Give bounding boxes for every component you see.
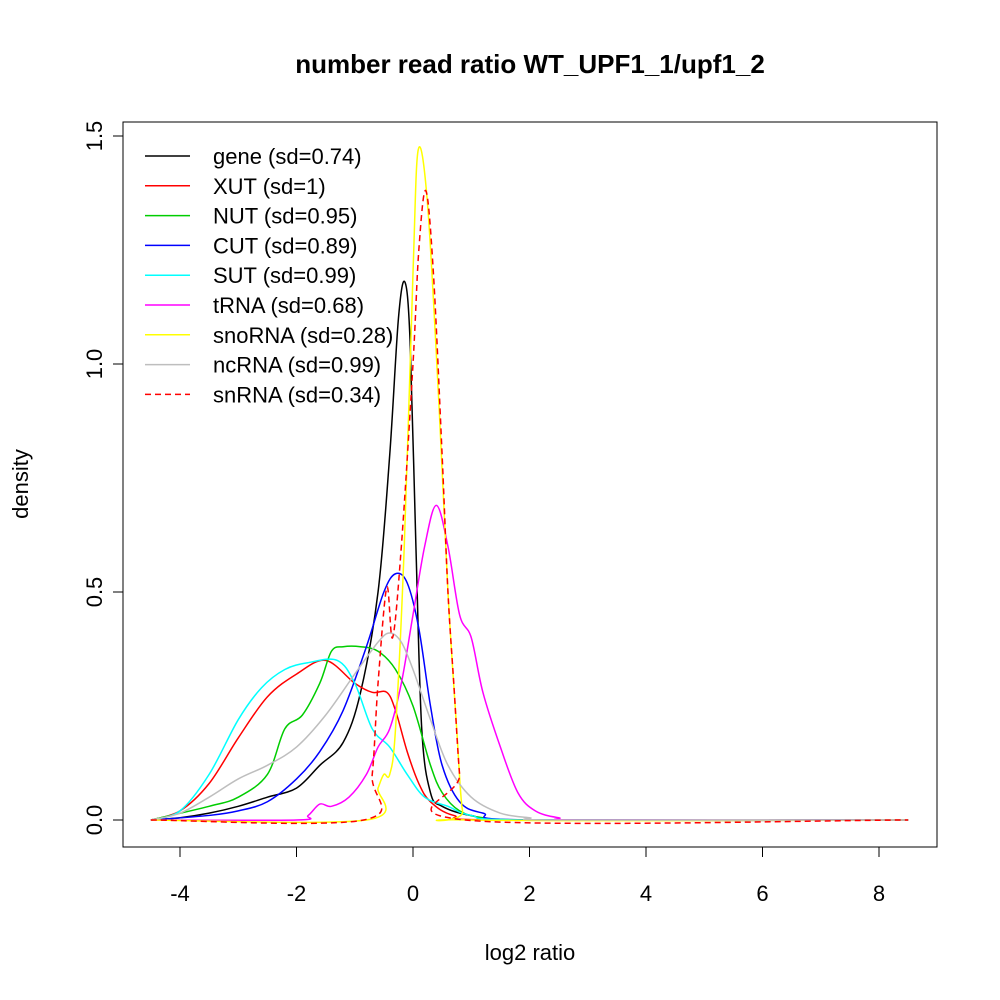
x-tick-label: -2	[287, 881, 307, 906]
x-tick-label: 4	[640, 881, 652, 906]
legend: gene (sd=0.74) XUT (sd=1) NUT (sd=0.95) CUT…	[145, 144, 393, 407]
x-tick-label: 2	[523, 881, 535, 906]
y-tick-label: 0.0	[82, 805, 107, 836]
legend-label: SUT (sd=0.99)	[213, 263, 356, 288]
y-axis-label: density	[8, 449, 33, 519]
density-curve-snorna	[150, 146, 909, 824]
x-tick-label: 8	[873, 881, 885, 906]
legend-label: ncRNA (sd=0.99)	[213, 353, 381, 378]
x-tick-label: -4	[170, 881, 190, 906]
density-curve-nut	[150, 645, 909, 821]
y-tick-label: 1.0	[82, 349, 107, 380]
y-tick-label: 1.5	[82, 121, 107, 152]
density-curves	[150, 146, 909, 825]
x-tick-label: 0	[407, 881, 419, 906]
legend-label: NUT (sd=0.95)	[213, 204, 357, 229]
density-curve-ncrna	[150, 632, 909, 821]
density-curve-snrna	[150, 189, 909, 825]
legend-label: CUT (sd=0.89)	[213, 233, 357, 258]
density-curve-trna	[150, 504, 909, 822]
density-curve-gene	[150, 280, 909, 822]
y-tick-label: 0.5	[82, 577, 107, 608]
chart-title: number read ratio WT_UPF1_1/upf1_2	[295, 49, 765, 79]
density-curve-sut	[150, 658, 909, 822]
legend-label: XUT (sd=1)	[213, 174, 326, 199]
legend-label: tRNA (sd=0.68)	[213, 293, 364, 318]
density-curve-cut	[150, 572, 909, 822]
x-axis-label: log2 ratio	[485, 940, 576, 965]
plot-frame	[122, 121, 938, 848]
legend-label: snRNA (sd=0.34)	[213, 382, 381, 407]
x-tick-label: 6	[756, 881, 768, 906]
legend-label: gene (sd=0.74)	[213, 144, 362, 169]
legend-label: snoRNA (sd=0.28)	[213, 323, 393, 348]
